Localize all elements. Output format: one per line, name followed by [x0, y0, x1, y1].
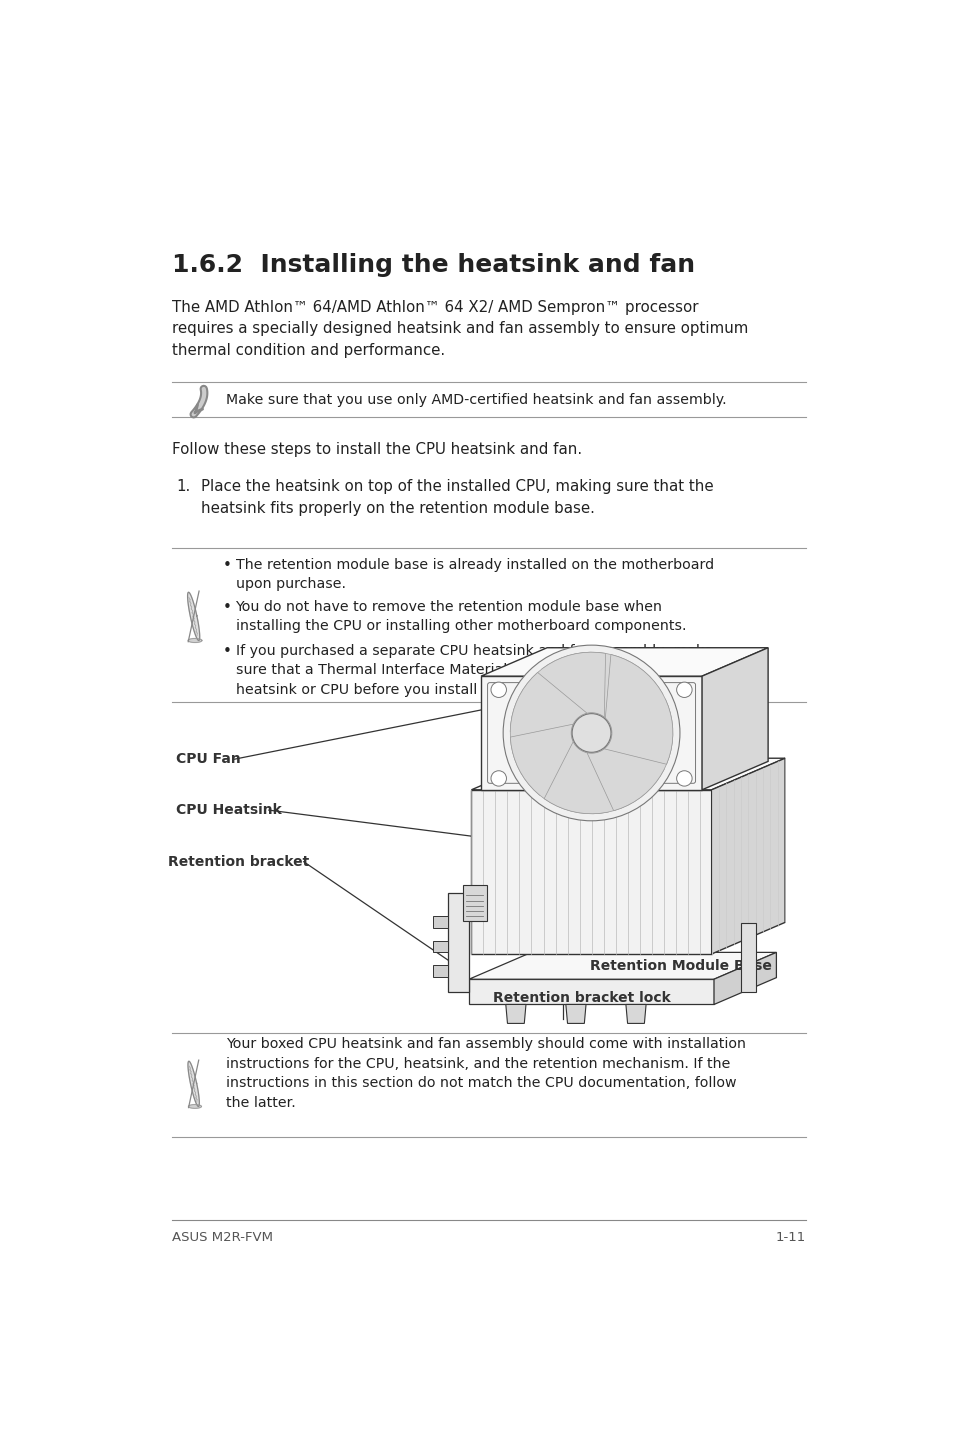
- Polygon shape: [586, 699, 672, 811]
- Polygon shape: [541, 653, 662, 733]
- Polygon shape: [701, 647, 767, 789]
- Text: If you purchased a separate CPU heatsink and fan assembly, make
sure that a Ther: If you purchased a separate CPU heatsink…: [235, 644, 722, 697]
- Text: You do not have to remove the retention module base when
installing the CPU or i: You do not have to remove the retention …: [235, 600, 685, 633]
- Polygon shape: [625, 1005, 645, 1024]
- Circle shape: [572, 713, 610, 752]
- Text: Your boxed CPU heatsink and fan assembly should come with installation
instructi: Your boxed CPU heatsink and fan assembly…: [226, 1037, 745, 1110]
- Polygon shape: [740, 923, 756, 992]
- Text: Place the heatsink on top of the installed CPU, making sure that the
heatsink fi: Place the heatsink on top of the install…: [201, 479, 713, 516]
- Polygon shape: [188, 1061, 199, 1106]
- Polygon shape: [188, 1104, 201, 1109]
- Polygon shape: [505, 1005, 525, 1024]
- Polygon shape: [480, 647, 767, 676]
- Polygon shape: [447, 893, 469, 992]
- Polygon shape: [510, 725, 608, 814]
- Polygon shape: [471, 789, 711, 953]
- Text: Make sure that you use only AMD-certified heatsink and fan assembly.: Make sure that you use only AMD-certifie…: [226, 393, 726, 407]
- Polygon shape: [469, 979, 713, 1005]
- Polygon shape: [510, 673, 586, 795]
- Polygon shape: [565, 1005, 585, 1024]
- Text: Retention Module Base: Retention Module Base: [589, 959, 771, 972]
- Polygon shape: [713, 952, 776, 1005]
- Circle shape: [676, 682, 691, 697]
- Polygon shape: [188, 592, 199, 640]
- Text: CPU Heatsink: CPU Heatsink: [175, 802, 281, 817]
- Polygon shape: [462, 884, 486, 922]
- Text: •: •: [222, 558, 231, 572]
- Text: The AMD Athlon™ 64/AMD Athlon™ 64 X2/ AMD Sempron™ processor
requires a speciall: The AMD Athlon™ 64/AMD Athlon™ 64 X2/ AM…: [172, 299, 747, 358]
- Text: Retention bracket: Retention bracket: [168, 854, 309, 869]
- Text: ASUS M2R-FVM: ASUS M2R-FVM: [172, 1231, 273, 1244]
- Text: •: •: [222, 600, 231, 615]
- Text: 1.: 1.: [175, 479, 190, 495]
- Polygon shape: [480, 676, 701, 789]
- Text: 1.6.2  Installing the heatsink and fan: 1.6.2 Installing the heatsink and fan: [172, 253, 695, 278]
- Polygon shape: [471, 758, 784, 789]
- Polygon shape: [711, 758, 784, 953]
- Circle shape: [676, 771, 691, 787]
- Text: CPU Fan: CPU Fan: [175, 752, 240, 766]
- Circle shape: [491, 771, 506, 787]
- Text: The retention module base is already installed on the motherboard
upon purchase.: The retention module base is already ins…: [235, 558, 713, 591]
- Polygon shape: [432, 916, 447, 928]
- Polygon shape: [510, 653, 605, 732]
- Text: •: •: [222, 644, 231, 659]
- Text: 1-11: 1-11: [775, 1231, 805, 1244]
- Polygon shape: [603, 654, 672, 764]
- Polygon shape: [188, 638, 202, 643]
- Text: Retention bracket lock: Retention bracket lock: [493, 991, 670, 1005]
- Text: Follow these steps to install the CPU heatsink and fan.: Follow these steps to install the CPU he…: [172, 441, 581, 457]
- Circle shape: [502, 646, 679, 821]
- Polygon shape: [543, 742, 663, 814]
- Polygon shape: [432, 940, 447, 952]
- Polygon shape: [469, 952, 776, 979]
- Circle shape: [491, 682, 506, 697]
- Polygon shape: [432, 965, 447, 976]
